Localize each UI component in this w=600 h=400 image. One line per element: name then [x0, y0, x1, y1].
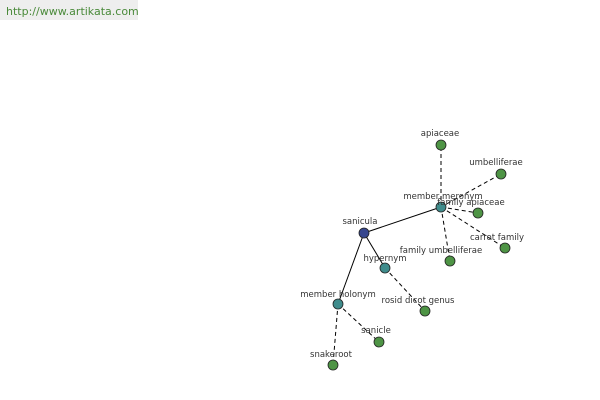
edge: [337, 232, 365, 305]
node-label: member meronym: [403, 192, 482, 202]
edge: [337, 303, 380, 343]
url-box: [0, 0, 138, 20]
node[interactable]: [358, 227, 370, 239]
edge: [332, 303, 339, 366]
node-label: umbelliferae: [469, 158, 523, 168]
node-label: hypernym: [363, 254, 406, 264]
node[interactable]: [419, 305, 431, 317]
node-label: family apiaceae: [437, 198, 504, 208]
edge: [440, 173, 502, 208]
node[interactable]: [499, 242, 511, 254]
node-label: family umbelliferae: [400, 246, 482, 256]
node[interactable]: [472, 207, 484, 219]
node-label: carrot family: [470, 233, 524, 243]
node[interactable]: [379, 262, 391, 274]
node[interactable]: [327, 359, 339, 371]
edge: [440, 206, 506, 249]
url[interactable]: http://www.artikata.com: [6, 5, 139, 18]
edge: [384, 267, 426, 312]
node-label: rosid dicot genus: [382, 296, 455, 306]
edge: [363, 206, 442, 234]
node[interactable]: [495, 168, 507, 180]
nodes: sanicula member meronym hypernym member …: [300, 129, 524, 371]
node-label: sanicula: [342, 217, 377, 227]
edges: [332, 145, 506, 366]
node-label: member holonym: [300, 290, 375, 300]
edge: [363, 232, 386, 269]
node-label: sanicle: [361, 326, 391, 336]
node[interactable]: [332, 298, 344, 310]
node-label: apiaceae: [421, 129, 460, 139]
edge: [440, 206, 479, 214]
node[interactable]: [444, 255, 456, 267]
node[interactable]: [435, 201, 447, 213]
edge: [440, 206, 451, 262]
node[interactable]: [435, 139, 447, 151]
node-label: snakeroot: [310, 350, 353, 360]
node[interactable]: [373, 336, 385, 348]
